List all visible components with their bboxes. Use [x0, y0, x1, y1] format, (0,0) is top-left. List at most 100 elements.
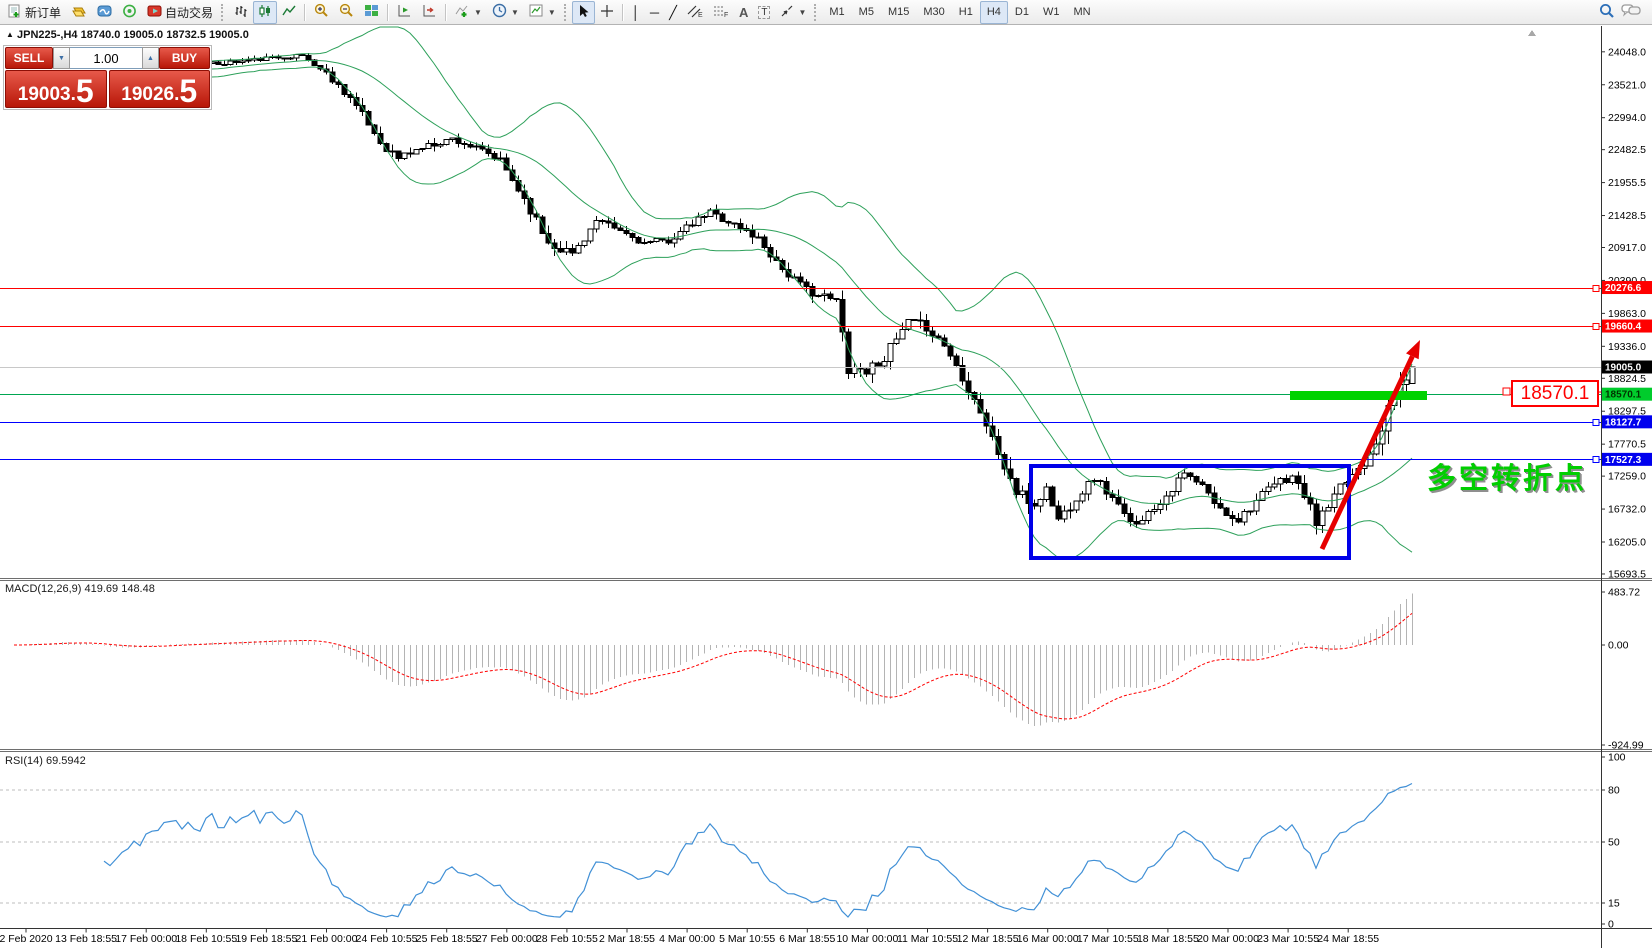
autotrading-button[interactable]: 自动交易 [142, 1, 218, 24]
svg-text:80: 80 [1608, 785, 1620, 797]
rsi-pane: 100 80 50 15 0 [0, 752, 1626, 931]
periods-button[interactable]: ▼ [487, 1, 524, 24]
text-icon: A [738, 4, 749, 20]
svg-text:-924.99: -924.99 [1608, 740, 1644, 752]
zoom-out-button[interactable] [334, 1, 359, 24]
svg-text:483.72: 483.72 [1608, 587, 1640, 599]
timeframe-w1-button[interactable]: W1 [1042, 6, 1060, 18]
sell-button[interactable]: SELL [5, 47, 53, 69]
svg-text:12 Mar 18:55: 12 Mar 18:55 [957, 933, 1019, 945]
svg-text:17 Mar 10:55: 17 Mar 10:55 [1077, 933, 1139, 945]
trendline-tool-button[interactable]: ╱ [664, 1, 682, 24]
channel-tool-button[interactable]: E [682, 1, 708, 24]
svg-text:50: 50 [1608, 837, 1620, 849]
text-tool-button[interactable]: A [734, 1, 753, 24]
sell-price-display[interactable]: 19003. 5 [5, 70, 107, 108]
candlesticks [11, 53, 1416, 535]
svg-text:16205.0: 16205.0 [1608, 537, 1646, 549]
consolidation-rectangle [1029, 464, 1351, 560]
timeframe-m1-button[interactable]: M1 [829, 6, 845, 18]
vertical-line-tool-button[interactable]: │ [627, 1, 645, 24]
candlestick-chart-icon [258, 4, 272, 21]
line-chart-icon [282, 4, 296, 21]
search-icon[interactable] [1599, 3, 1615, 22]
templates-button[interactable]: ▼ [524, 1, 561, 24]
chat-icon[interactable] [1621, 3, 1641, 21]
timeframe-m5-button[interactable]: M5 [858, 6, 874, 18]
svg-text:10 Mar 00:00: 10 Mar 00:00 [836, 933, 898, 945]
new-order-icon [8, 4, 22, 21]
svg-text:20 Mar 00:00: 20 Mar 00:00 [1197, 933, 1259, 945]
price-tag-19005.0 [1602, 360, 1652, 374]
timeframe-m30-button[interactable]: M30 [923, 6, 945, 18]
auto-scroll-button[interactable] [392, 1, 417, 24]
price-tag-17527.3 [1602, 452, 1652, 466]
rsi-line [103, 782, 1413, 918]
bar-chart-mode-button[interactable] [229, 1, 253, 24]
price-tag-19660.4 [1602, 319, 1652, 333]
metaeditor-button[interactable] [66, 1, 92, 24]
turning-point-annotation[interactable]: 多空转折点 [1427, 463, 1588, 495]
toolbar-grip[interactable] [814, 3, 819, 21]
vertical-line-icon: │ [631, 4, 640, 20]
macd-name: MACD(12,26,9) [5, 583, 82, 595]
crosshair-tool-button[interactable] [595, 1, 619, 24]
price-callout-label[interactable]: 18570.1 [1511, 380, 1599, 407]
buy-button[interactable]: BUY [159, 47, 210, 69]
volume-input[interactable] [70, 47, 142, 69]
horizontal-line-tool-button[interactable]: ─ [645, 1, 664, 24]
svg-text:4 Mar 00:00: 4 Mar 00:00 [659, 933, 715, 945]
svg-text:18824.5: 18824.5 [1608, 373, 1646, 385]
volume-decrease-button[interactable]: ▼ [53, 47, 70, 69]
timeframe-h1-button[interactable]: H1 [958, 6, 973, 18]
line-chart-mode-button[interactable] [277, 1, 301, 24]
svg-text:5 Mar 10:55: 5 Mar 10:55 [719, 933, 775, 945]
equidistant-channel-icon: E [687, 4, 703, 21]
buy-price-dot: . [174, 84, 180, 105]
toolbar-grip[interactable] [563, 3, 569, 21]
buy-price-display[interactable]: 19026. 5 [108, 70, 210, 109]
svg-text:22482.5: 22482.5 [1608, 144, 1646, 156]
chart-shift-button[interactable] [417, 1, 442, 24]
toolbar-separator [304, 3, 307, 21]
mql5-community-button[interactable] [92, 1, 117, 24]
price-axis: 24048.0 23521.0 22994.0 22482.5 21955.5 21428… [1601, 46, 1652, 580]
candle-chart-mode-button[interactable] [253, 0, 278, 24]
zoom-out-icon [339, 3, 354, 21]
buy-price-big-digit: 5 [179, 73, 198, 109]
symbol-marker-icon: ▲ [6, 30, 14, 39]
tile-windows-icon [364, 4, 379, 21]
svg-text:24048.0: 24048.0 [1608, 46, 1646, 58]
fibonacci-tool-button[interactable]: F [708, 1, 734, 24]
svg-text:11 Mar 10:55: 11 Mar 10:55 [897, 933, 958, 945]
timeframe-mn-button[interactable]: MN [1073, 6, 1091, 18]
macd-pane: 483.72 0.00 -924.99 [14, 587, 1644, 752]
timeframe-h4-button[interactable]: H4 [979, 0, 1008, 24]
text-label-icon: T [758, 5, 771, 19]
svg-text:16732.0: 16732.0 [1608, 504, 1646, 516]
rsi-name: RSI(14) [5, 755, 43, 767]
metaeditor-icon [71, 4, 87, 21]
signals-button[interactable] [117, 1, 142, 24]
volume-increase-button[interactable]: ▲ [142, 47, 159, 69]
svg-text:22994.0: 22994.0 [1608, 112, 1646, 124]
svg-text:100: 100 [1608, 752, 1626, 764]
chevron-down-icon: ▼ [474, 7, 482, 17]
timeframe-m15-button[interactable]: M15 [887, 6, 910, 18]
cursor-tool-button[interactable] [571, 0, 595, 24]
text-label-tool-button[interactable]: T [753, 1, 775, 24]
svg-text:13 Feb 18:55: 13 Feb 18:55 [55, 933, 117, 945]
zoom-in-button[interactable] [309, 1, 334, 24]
indicators-button[interactable]: ▼ [450, 1, 487, 24]
trendline-icon: ╱ [669, 4, 677, 20]
tile-windows-button[interactable] [359, 1, 384, 24]
svg-text:19005.0: 19005.0 [1605, 363, 1642, 374]
timeframe-d1-button[interactable]: D1 [1014, 6, 1029, 18]
svg-text:19 Feb 18:55: 19 Feb 18:55 [235, 933, 297, 945]
toolbar-grip[interactable] [221, 3, 226, 21]
macd-indicator-label: MACD(12,26,9) 419.69 148.48 [5, 583, 155, 595]
new-order-button[interactable]: 新订单 [3, 1, 66, 24]
arrows-tool-button[interactable]: ▼ [775, 1, 811, 24]
